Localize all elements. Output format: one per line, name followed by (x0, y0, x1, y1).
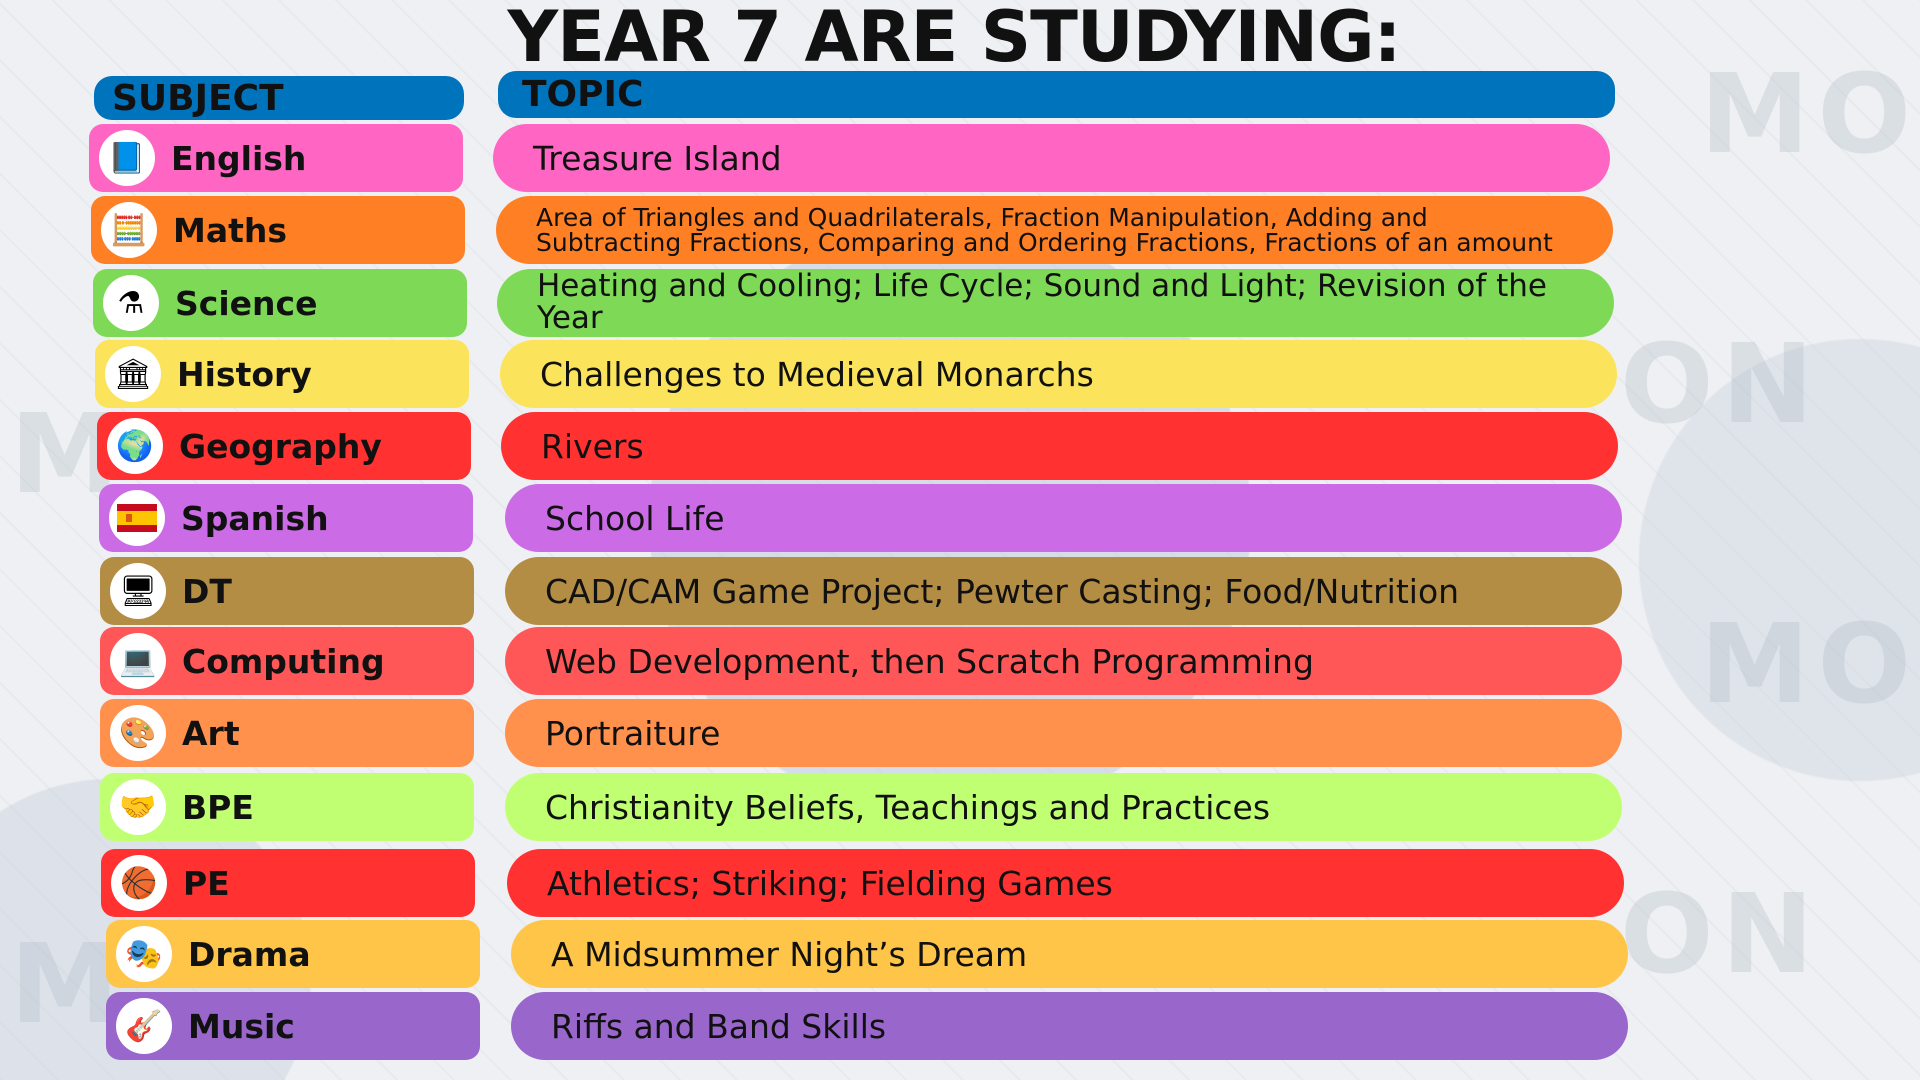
subject-label: Geography (179, 426, 382, 466)
topic-cell: School Life (505, 484, 1622, 552)
calculator-icon: 🧮 (101, 202, 157, 258)
background-watermark: ON (1620, 870, 1822, 998)
table-row: 🤝 BPE Christianity Beliefs, Teachings and … (0, 773, 1920, 841)
table-row: 🎸 Music Riffs and Band Skills (0, 992, 1920, 1060)
topic-cell: Web Development, then Scratch Programmin… (505, 627, 1622, 695)
table-row: 💻 Computing Web Development, then Scratch … (0, 627, 1920, 695)
topic-cell: CAD/CAM Game Project; Pewter Casting; Fo… (505, 557, 1622, 625)
subject-label: DT (182, 571, 232, 611)
subject-label: Drama (188, 934, 311, 974)
background-watermark: MOR (1700, 600, 1920, 728)
topic-cell: Challenges to Medieval Monarchs (500, 340, 1617, 408)
subject-column-header: SUBJECT (94, 76, 464, 120)
background-watermark: MOR (1700, 50, 1920, 178)
subject-cell: 🏀 PE (101, 849, 475, 917)
subject-label: Science (175, 283, 318, 323)
table-row: ⚗ Science Heating and Cooling; Life Cycle;… (0, 269, 1920, 337)
background-watermark: M (10, 920, 128, 1048)
page-title: YEAR 7 ARE STUDYING: (507, 0, 1401, 78)
subject-cell: 📘 English (89, 124, 463, 192)
flask-icon: ⚗ (103, 275, 159, 331)
palette-icon: 🎨 (110, 705, 166, 761)
table-row: 🎨 Art Portraiture (0, 699, 1920, 767)
topic-cell: Heating and Cooling; Life Cycle; Sound a… (497, 269, 1614, 337)
spain-flag-icon (109, 490, 165, 546)
topic-cell: Riffs and Band Skills (511, 992, 1628, 1060)
sports-ball-icon: 🏀 (111, 855, 167, 911)
table-row: 🌍 Geography Rivers (0, 412, 1920, 480)
subject-label: Music (188, 1006, 295, 1046)
subject-cell: 🎸 Music (106, 992, 480, 1060)
theatre-masks-icon: 🎭 (116, 926, 172, 982)
subject-cell: 🌍 Geography (97, 412, 471, 480)
topic-column-header: TOPIC (498, 71, 1615, 118)
subject-cell: Spanish (99, 484, 473, 552)
subject-label: PE (183, 863, 230, 903)
subject-cell: 💻 Computing (100, 627, 474, 695)
subject-label: BPE (182, 787, 254, 827)
table-row: 📘 English Treasure Island (0, 124, 1920, 192)
topic-cell: Rivers (501, 412, 1618, 480)
topic-cell: Athletics; Striking; Fielding Games (507, 849, 1624, 917)
subject-cell: 🧮 Maths (91, 196, 465, 264)
subject-label: Computing (182, 641, 385, 681)
table-row: 🎭 Drama A Midsummer Night’s Dream (0, 920, 1920, 988)
subject-label: Art (182, 713, 240, 753)
hands-icon: 🤝 (110, 779, 166, 835)
subject-label: History (177, 354, 312, 394)
table-row: 🧮 Maths Area of Triangles and Quadrilatera… (0, 196, 1920, 264)
guitar-icon: 🎸 (116, 998, 172, 1054)
table-row: 🖥 DT CAD/CAM Game Project; Pewter Casting;… (0, 557, 1920, 625)
subject-cell: 🖥 DT (100, 557, 474, 625)
topic-cell: Area of Triangles and Quadrilaterals, Fr… (496, 196, 1613, 264)
subject-cell: ⚗ Science (93, 269, 467, 337)
design-screen-icon: 🖥 (110, 563, 166, 619)
subject-label: English (171, 138, 307, 178)
topic-cell: Christianity Beliefs, Teachings and Prac… (505, 773, 1622, 841)
table-row: 🏀 PE Athletics; Striking; Fielding Games (0, 849, 1920, 917)
background-watermark: ON (1620, 320, 1822, 448)
subject-label: Spanish (181, 498, 329, 538)
subject-cell: 🏛 History (95, 340, 469, 408)
ancient-map-icon: 🏛 (105, 346, 161, 402)
laptop-icon: 💻 (110, 633, 166, 689)
topic-cell: A Midsummer Night’s Dream (511, 920, 1628, 988)
subject-cell: 🎨 Art (100, 699, 474, 767)
subject-cell: 🤝 BPE (100, 773, 474, 841)
subject-label: Maths (173, 210, 288, 250)
topic-cell: Treasure Island (493, 124, 1610, 192)
table-row: 🏛 History Challenges to Medieval Monarchs (0, 340, 1920, 408)
topic-cell: Portraiture (505, 699, 1622, 767)
globe-icon: 🌍 (107, 418, 163, 474)
book-icon: 📘 (99, 130, 155, 186)
table-row: Spanish School Life (0, 484, 1920, 552)
subject-cell: 🎭 Drama (106, 920, 480, 988)
